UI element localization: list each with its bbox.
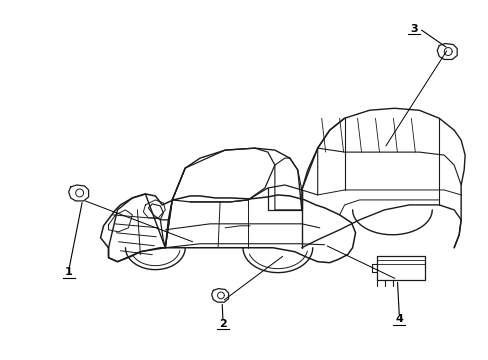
Text: 4: 4 xyxy=(395,314,403,324)
Text: 2: 2 xyxy=(219,319,226,329)
Text: 3: 3 xyxy=(410,24,417,33)
Text: 1: 1 xyxy=(65,267,72,276)
